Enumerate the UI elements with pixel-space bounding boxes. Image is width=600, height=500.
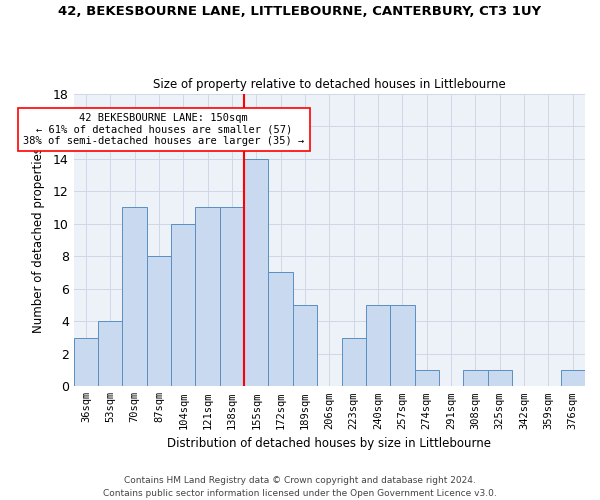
- Bar: [268, 272, 293, 386]
- Bar: [366, 305, 390, 386]
- Bar: [415, 370, 439, 386]
- Bar: [341, 338, 366, 386]
- Bar: [560, 370, 585, 386]
- Bar: [488, 370, 512, 386]
- Title: Size of property relative to detached houses in Littlebourne: Size of property relative to detached ho…: [153, 78, 506, 91]
- Bar: [171, 224, 196, 386]
- Bar: [463, 370, 488, 386]
- Text: 42, BEKESBOURNE LANE, LITTLEBOURNE, CANTERBURY, CT3 1UY: 42, BEKESBOURNE LANE, LITTLEBOURNE, CANT…: [58, 5, 542, 18]
- Bar: [122, 208, 147, 386]
- Bar: [293, 305, 317, 386]
- Text: Contains HM Land Registry data © Crown copyright and database right 2024.
Contai: Contains HM Land Registry data © Crown c…: [103, 476, 497, 498]
- Bar: [98, 322, 122, 386]
- Bar: [74, 338, 98, 386]
- Y-axis label: Number of detached properties: Number of detached properties: [32, 147, 44, 333]
- Text: 42 BEKESBOURNE LANE: 150sqm
← 61% of detached houses are smaller (57)
38% of sem: 42 BEKESBOURNE LANE: 150sqm ← 61% of det…: [23, 113, 304, 146]
- Bar: [244, 158, 268, 386]
- Bar: [220, 208, 244, 386]
- Bar: [390, 305, 415, 386]
- Bar: [147, 256, 171, 386]
- Bar: [196, 208, 220, 386]
- X-axis label: Distribution of detached houses by size in Littlebourne: Distribution of detached houses by size …: [167, 437, 491, 450]
